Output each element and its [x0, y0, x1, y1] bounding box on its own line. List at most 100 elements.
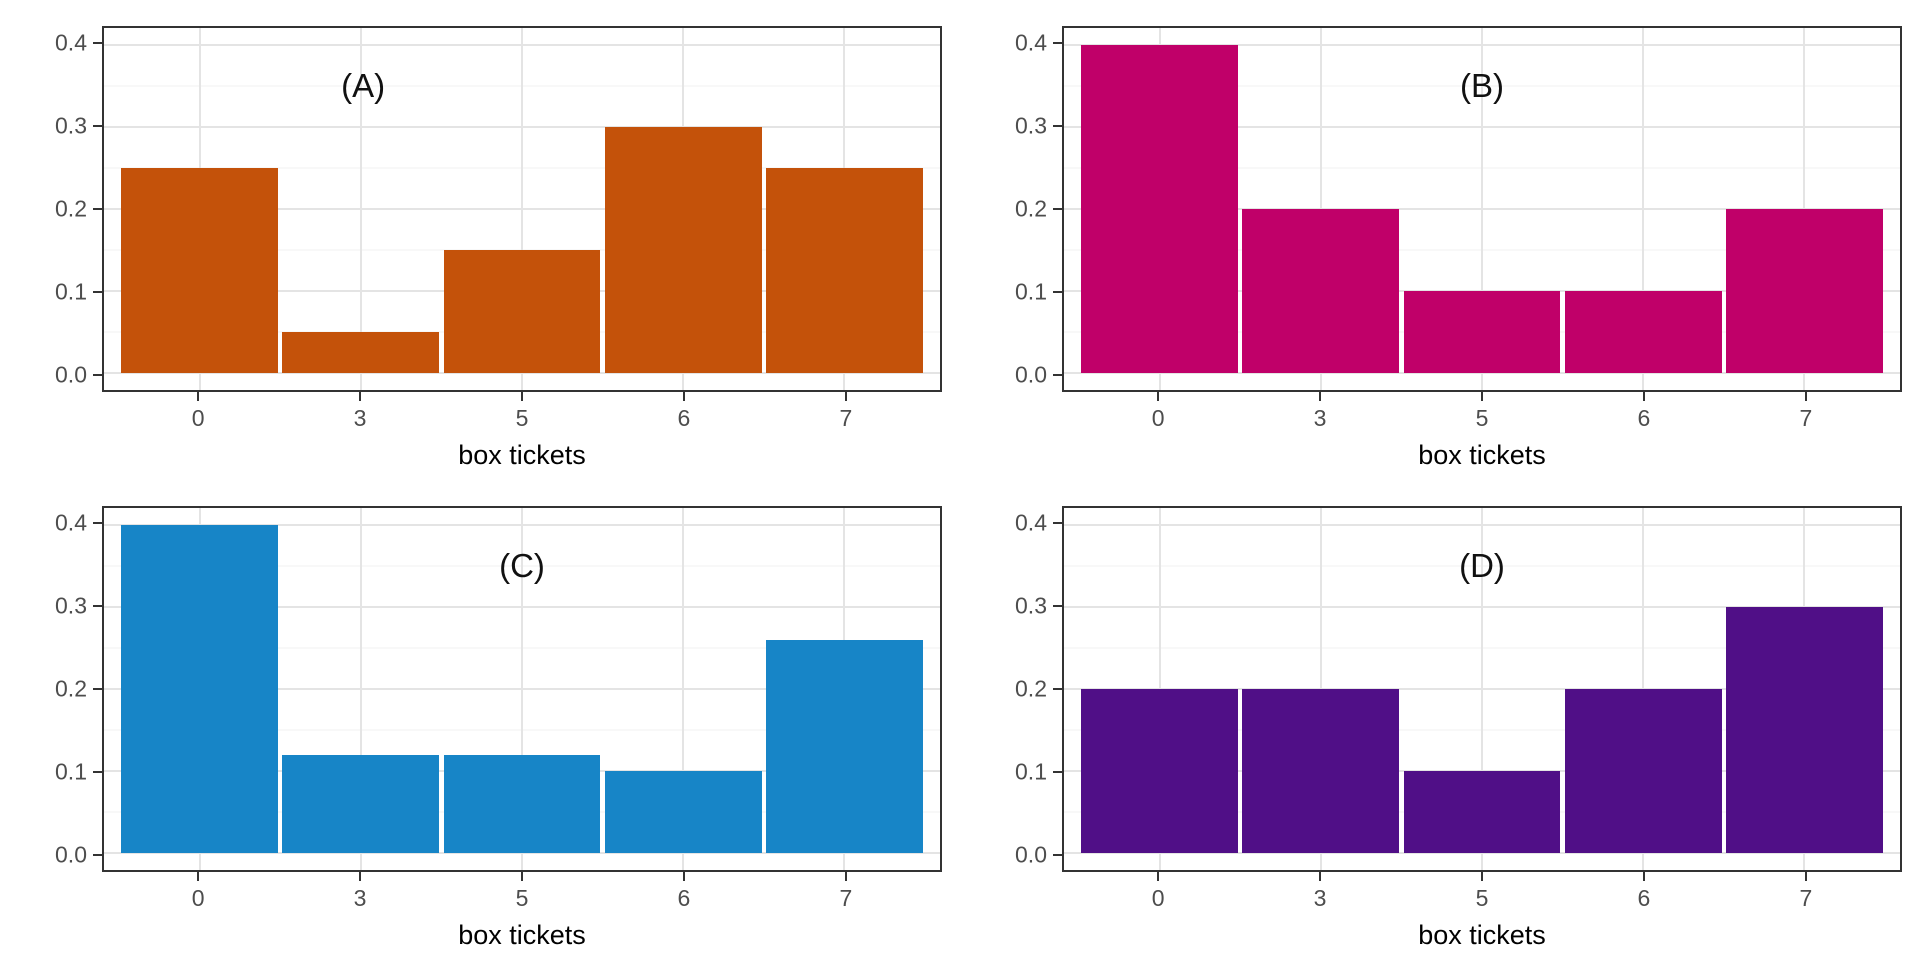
- y-tick-label: 0.0: [1015, 361, 1047, 388]
- y-tick: [1053, 125, 1062, 128]
- x-axis-title: box tickets: [458, 920, 586, 950]
- bar-5: [443, 249, 601, 373]
- y-tick: [93, 605, 102, 608]
- y-tick-label: 0.4: [1015, 29, 1047, 56]
- x-tick: [1804, 872, 1807, 881]
- x-tick-label: 7: [1799, 885, 1813, 911]
- bar-5: [443, 754, 601, 853]
- y-tick-label: 0.4: [55, 509, 87, 536]
- y-tick-label: 0.3: [55, 112, 87, 139]
- panel-b: 0.0 0.1 0.2 0.3 0.4 (B) 0 3 5 6 7 box tickets: [960, 0, 1920, 480]
- bar-0: [1081, 689, 1239, 853]
- x-tick-label: 0: [1151, 405, 1165, 431]
- bar-6: [604, 770, 762, 853]
- x-tick-label: 6: [1637, 885, 1651, 911]
- y-axis: 0.0 0.1 0.2 0.3 0.4: [970, 506, 1062, 872]
- bar-3: [282, 331, 440, 373]
- y-tick: [93, 688, 102, 690]
- x-tick: [1319, 872, 1322, 881]
- grid-vline: [1481, 28, 1483, 390]
- x-tick: [197, 392, 200, 401]
- x-tick-label: 5: [515, 405, 529, 431]
- y-axis: 0.0 0.1 0.2 0.3 0.4: [10, 26, 102, 392]
- x-tick: [1642, 872, 1645, 881]
- grid-vline: [682, 508, 685, 870]
- plot-area: (C): [102, 506, 942, 872]
- x-tick-label: 5: [515, 885, 529, 911]
- x-axis: 0 3 5 6 7: [102, 872, 942, 918]
- panel-d: 0.0 0.1 0.2 0.3 0.4 (D) 0 3 5 6 7 box tickets: [960, 480, 1920, 960]
- grid-vline: [521, 508, 523, 870]
- plot-area: (D): [1062, 506, 1902, 872]
- y-tick: [93, 853, 102, 856]
- y-tick: [1053, 522, 1062, 525]
- bar-6: [1564, 290, 1722, 373]
- x-tick-label: 7: [1799, 405, 1813, 431]
- chart-body: 0.0 0.1 0.2 0.3 0.4 (D): [970, 506, 1902, 872]
- y-tick-label: 0.1: [1015, 758, 1047, 785]
- x-tick-label: 6: [1637, 405, 1651, 431]
- bar-7: [1725, 209, 1883, 373]
- y-tick: [1053, 373, 1062, 376]
- grid-vline: [521, 28, 523, 390]
- y-tick-label: 0.4: [1015, 509, 1047, 536]
- y-tick: [1053, 208, 1062, 210]
- panel-label: (D): [1459, 547, 1505, 585]
- x-tick: [1157, 392, 1160, 401]
- y-tick-label: 0.1: [55, 278, 87, 305]
- y-tick: [93, 770, 102, 773]
- y-tick-label: 0.1: [1015, 278, 1047, 305]
- bar-6: [1564, 689, 1722, 853]
- chart-body: 0.0 0.1 0.2 0.3 0.4 (C): [10, 506, 942, 872]
- x-tick-label: 3: [353, 885, 367, 911]
- bar-5: [1403, 770, 1561, 853]
- grid-vline: [359, 28, 362, 390]
- x-tick: [359, 872, 362, 881]
- grid-vline: [1642, 28, 1645, 390]
- bar-0: [1081, 45, 1239, 373]
- x-tick: [359, 392, 362, 401]
- x-tick-label: 3: [1313, 405, 1327, 431]
- bar-7: [1725, 607, 1883, 853]
- y-tick: [1053, 770, 1062, 773]
- y-tick-label: 0.0: [1015, 841, 1047, 868]
- y-tick-label: 0.0: [55, 361, 87, 388]
- x-tick: [197, 872, 200, 881]
- bar-5: [1403, 290, 1561, 373]
- panel-label: (C): [499, 547, 545, 585]
- y-tick: [1053, 688, 1062, 690]
- bar-0: [121, 168, 279, 373]
- x-tick-label: 0: [191, 885, 205, 911]
- y-tick-label: 0.4: [55, 29, 87, 56]
- x-tick-label: 3: [353, 405, 367, 431]
- x-axis-title: box tickets: [458, 440, 586, 470]
- x-tick-label: 7: [839, 405, 853, 431]
- x-tick-label: 3: [1313, 885, 1327, 911]
- x-tick: [1804, 392, 1807, 401]
- x-tick: [521, 872, 523, 881]
- bar-7: [765, 639, 923, 853]
- bar-6: [604, 127, 762, 373]
- x-tick: [844, 872, 847, 881]
- x-axis: 0 3 5 6 7: [1062, 392, 1902, 438]
- plot-area: (B): [1062, 26, 1902, 392]
- x-axis-title: box tickets: [1418, 920, 1546, 950]
- panel-label: (B): [1460, 67, 1504, 105]
- y-tick-label: 0.2: [55, 195, 87, 222]
- x-tick: [1642, 392, 1645, 401]
- panel-c: 0.0 0.1 0.2 0.3 0.4 (C) 0 3 5 6 7 box tickets: [0, 480, 960, 960]
- grid-vline: [359, 508, 362, 870]
- y-axis: 0.0 0.1 0.2 0.3 0.4: [10, 506, 102, 872]
- y-axis: 0.0 0.1 0.2 0.3 0.4: [970, 26, 1062, 392]
- y-tick-label: 0.0: [55, 841, 87, 868]
- x-tick: [1319, 392, 1322, 401]
- x-tick: [1481, 872, 1483, 881]
- chart-body: 0.0 0.1 0.2 0.3 0.4 (A): [10, 26, 942, 392]
- y-tick-label: 0.3: [1015, 592, 1047, 619]
- x-tick-label: 0: [191, 405, 205, 431]
- y-tick: [93, 125, 102, 128]
- x-tick-label: 6: [677, 885, 691, 911]
- y-tick: [93, 42, 102, 45]
- y-tick-label: 0.1: [55, 758, 87, 785]
